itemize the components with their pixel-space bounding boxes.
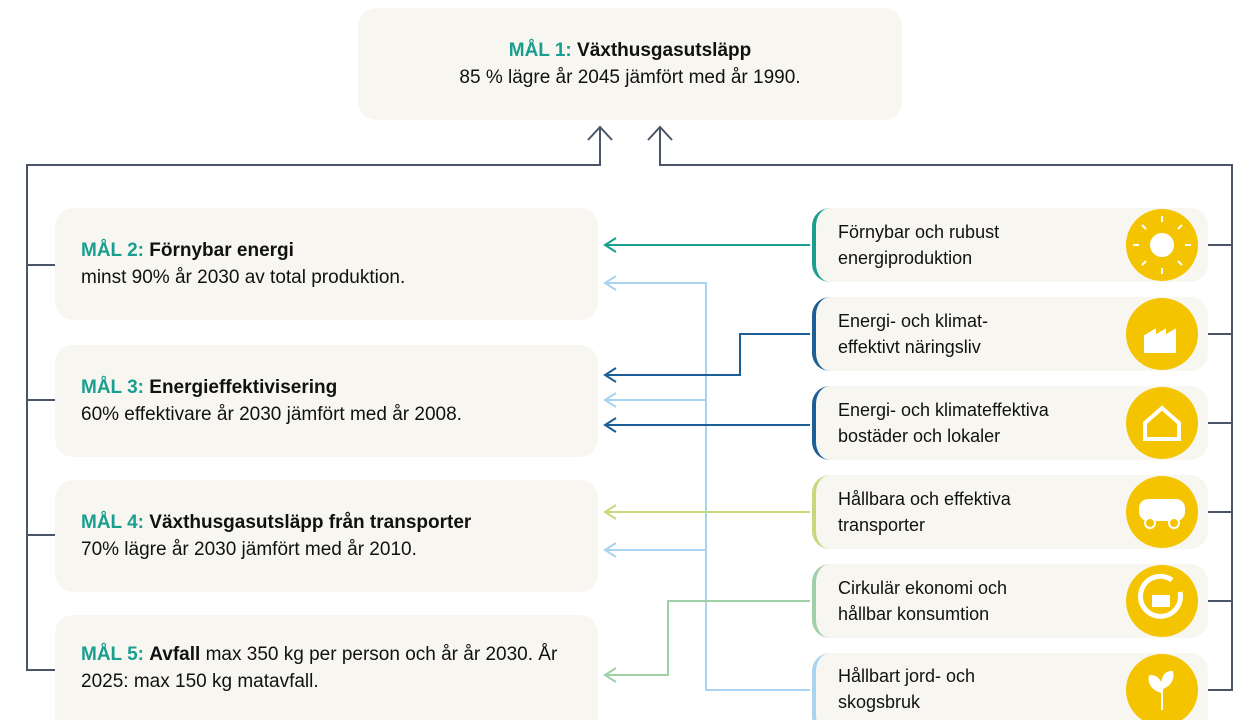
strategy: Energi- och klimat-effektivt näringsliv bbox=[812, 297, 1208, 371]
goal: MÅL 3: Energieffektivisering 60% effekti… bbox=[55, 345, 598, 457]
arrow-head bbox=[603, 367, 617, 383]
strategy-line: effektivt näringsliv bbox=[838, 337, 981, 357]
strategy-line: Energi- och klimat- bbox=[838, 311, 989, 331]
strategy: Hållbara och effektiva transporter bbox=[812, 475, 1208, 549]
arrow-head bbox=[603, 237, 617, 253]
strategy-line: transporter bbox=[838, 515, 926, 535]
arrow-head bbox=[603, 275, 617, 291]
goal: MÅL 5: Avfall max 350 kg per person och … bbox=[55, 615, 598, 720]
goal-title: Energieffektivisering bbox=[149, 377, 338, 398]
strategy: Energi- och klimateffektiva bostäder och … bbox=[812, 386, 1208, 460]
goal: MÅL 2: Förnybar energi minst 90% år 2030… bbox=[55, 208, 598, 320]
goal-title: Växthusgasutsläpp bbox=[577, 40, 752, 61]
strategy-line: skogsbruk bbox=[838, 692, 921, 712]
goal-text: 60% effektivare år 2030 jämfört med år 2… bbox=[81, 404, 462, 425]
arrow-head bbox=[603, 667, 617, 683]
top-goal: MÅL 1: Växthusgasutsläpp 85 % lägre år 2… bbox=[358, 8, 902, 120]
right-bracket bbox=[659, 128, 1233, 691]
goal-label: MÅL 4: bbox=[81, 512, 144, 533]
strategy: Cirkulär ekonomi och hållbar konsumtion bbox=[812, 564, 1208, 638]
strategy-line: hållbar konsumtion bbox=[838, 604, 990, 624]
arrows bbox=[603, 237, 810, 691]
strategy-line: Energi- och klimateffektiva bbox=[838, 400, 1049, 420]
strategy-line: energiproduktion bbox=[838, 248, 973, 268]
arrow-head bbox=[647, 125, 673, 141]
arrow bbox=[605, 600, 810, 676]
arrow-head bbox=[603, 417, 617, 433]
arrow bbox=[605, 282, 810, 691]
arrow-head bbox=[587, 125, 613, 141]
goal-title: Förnybar energi bbox=[149, 240, 294, 261]
goal-text: 85 % lägre år 2045 jämfört med år 1990. bbox=[459, 67, 801, 88]
arrow bbox=[605, 333, 810, 376]
goal: MÅL 4: Växthusgasutsläpp från transporte… bbox=[55, 480, 598, 592]
goal-label: MÅL 3: bbox=[81, 377, 144, 398]
goal-text: minst 90% år 2030 av total produktion. bbox=[81, 267, 406, 288]
goal-title: Växthusgasutsläpp från transporter bbox=[149, 512, 472, 533]
strategy-line: Förnybar och rubust bbox=[838, 222, 1000, 242]
goal-label: MÅL 5: bbox=[81, 644, 144, 665]
strategy-line: Cirkulär ekonomi och bbox=[838, 578, 1008, 598]
goal-title: Avfall bbox=[149, 644, 201, 665]
strategy-line: Hållbart jord- och bbox=[838, 666, 976, 686]
strategy: Hållbart jord- och skogsbruk bbox=[812, 653, 1208, 720]
left-bracket bbox=[26, 128, 601, 671]
arrow-head bbox=[603, 542, 617, 558]
strategy-line: bostäder och lokaler bbox=[838, 426, 1001, 446]
goal-label: MÅL 2: bbox=[81, 240, 144, 261]
strategy-line: Hållbara och effektiva bbox=[838, 489, 1011, 509]
goal-text: max 350 kg per person och år år 2030. År… bbox=[81, 644, 558, 692]
goal-text: 70% lägre år 2030 jämfört med år 2010. bbox=[81, 539, 417, 560]
strategy: Förnybar och rubust energiproduktion bbox=[812, 208, 1208, 282]
arrow-head bbox=[603, 504, 617, 520]
goal-label: MÅL 1: bbox=[508, 40, 572, 61]
arrow-head bbox=[603, 392, 617, 408]
